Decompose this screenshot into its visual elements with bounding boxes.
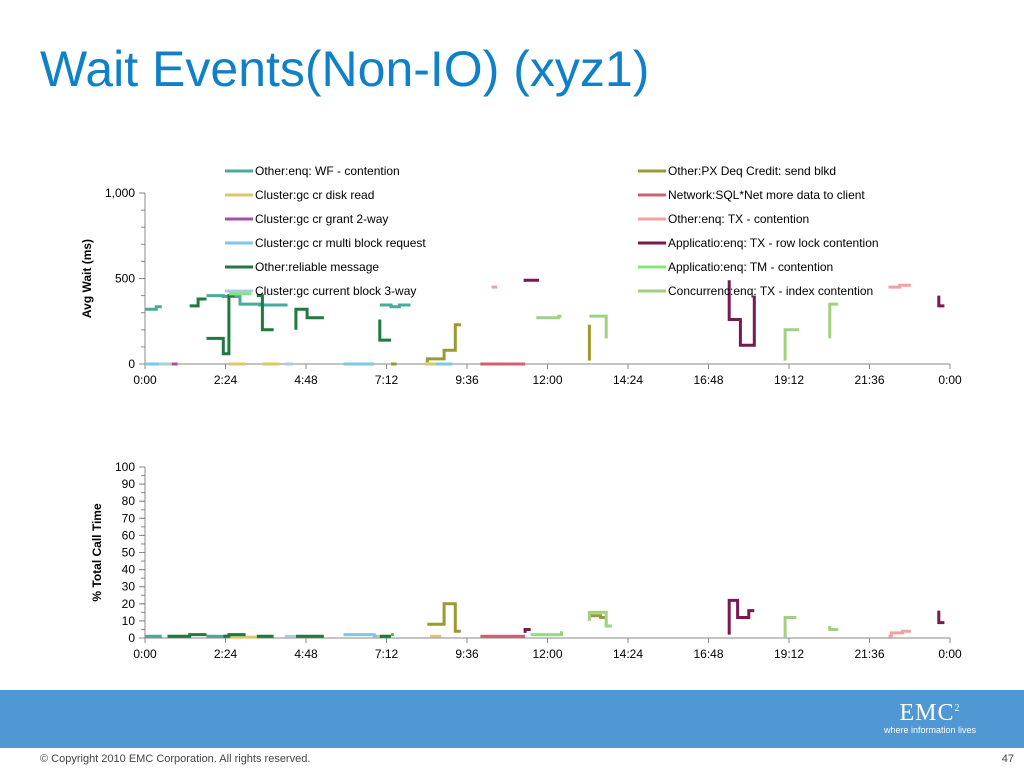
chart2-y-tick-label: 80 bbox=[122, 494, 136, 508]
chart1-legend-label: Other:PX Deq Credit: send blkd bbox=[668, 164, 836, 178]
chart2-series-line bbox=[937, 610, 945, 625]
chart1-series-line bbox=[294, 307, 324, 330]
chart1-legend-label: Cluster:gc cr disk read bbox=[255, 188, 374, 202]
chart2-y-tick-label: 30 bbox=[122, 580, 136, 594]
emc-wordmark: EMC2 bbox=[899, 700, 961, 726]
chart2-x-tick-label: 14:24 bbox=[613, 647, 643, 661]
chart1-x-tick-label: 4:48 bbox=[294, 373, 318, 387]
chart1-legend-label: Applicatio:enq: TM - contention bbox=[668, 260, 833, 274]
chart2-y-tick-label: 0 bbox=[128, 631, 135, 645]
chart1-x-tick-label: 2:24 bbox=[214, 373, 238, 387]
chart1-series-line bbox=[378, 319, 391, 342]
chart1-series-line bbox=[425, 323, 461, 363]
chart2-x-tick-label: 4:48 bbox=[294, 647, 318, 661]
chart2-series-line bbox=[223, 633, 246, 638]
chart1-legend-label: Concurrenc:enq: TX - index contention bbox=[668, 284, 873, 298]
chart1-x-tick-label: 0:00 bbox=[938, 373, 962, 387]
chart2-x-tick-label: 19:12 bbox=[774, 647, 804, 661]
chart2-y-tick-label: 60 bbox=[122, 528, 136, 542]
chart2-y-tick-label: 50 bbox=[122, 546, 136, 560]
chart2-series-line bbox=[783, 616, 797, 638]
chart1-x-tick-label: 7:12 bbox=[375, 373, 399, 387]
chart2-series-line bbox=[587, 610, 612, 628]
chart1-legend-label: Other:enq: WF - contention bbox=[255, 164, 400, 178]
chart2-y-tick-label: 10 bbox=[122, 614, 136, 628]
emc-logo: EMC2 where information lives bbox=[884, 700, 976, 735]
chart2-x-tick-label: 16:48 bbox=[693, 647, 723, 661]
emc-tagline: where information lives bbox=[883, 725, 976, 735]
chart1-series-line bbox=[888, 283, 911, 289]
chart1-series-line bbox=[828, 302, 839, 339]
chart1-legend-label: Cluster:gc current block 3-way bbox=[255, 284, 416, 298]
chart2-series-line bbox=[427, 602, 461, 633]
copyright-text: © Copyright 2010 EMC Corporation. All ri… bbox=[40, 753, 311, 765]
chart2-x-tick-label: 0:00 bbox=[133, 647, 157, 661]
chart1-series-line bbox=[536, 314, 562, 320]
chart1-series-line bbox=[206, 294, 235, 356]
chart1-series-line bbox=[189, 297, 207, 308]
chart1-series-line bbox=[589, 314, 608, 339]
chart2-series-line bbox=[589, 614, 607, 619]
chart2-y-tick-label: 40 bbox=[122, 563, 136, 577]
chart2-series-line bbox=[888, 629, 911, 638]
chart2-y-tick-label: 90 bbox=[122, 477, 136, 491]
chart1-legend-label: Network:SQL*Net more data to client bbox=[668, 188, 865, 202]
chart2-x-tick-label: 2:24 bbox=[214, 647, 238, 661]
chart1-legend-label: Applicatio:enq: TX - row lock contention bbox=[668, 236, 879, 250]
chart2-series-line bbox=[558, 631, 563, 637]
chart2-y-tick-label: 20 bbox=[122, 597, 136, 611]
chart1-series-line bbox=[523, 278, 540, 282]
chart1-series-line bbox=[379, 303, 411, 309]
chart2-y-tick-label: 70 bbox=[122, 511, 136, 525]
chart1-x-tick-label: 12:00 bbox=[532, 373, 562, 387]
chart1-x-tick-label: 16:48 bbox=[693, 373, 723, 387]
chart1-series-line bbox=[783, 328, 800, 361]
chart1-series-line bbox=[727, 280, 756, 347]
chart1-x-tick-label: 9:36 bbox=[455, 373, 479, 387]
chart2-y-tick-label: 100 bbox=[115, 460, 135, 474]
chart2-x-tick-label: 9:36 bbox=[455, 647, 479, 661]
chart1-legend-label: Other:reliable message bbox=[255, 260, 379, 274]
chart1-y-tick-label: 500 bbox=[115, 272, 135, 286]
chart2-x-tick-label: 21:36 bbox=[854, 647, 884, 661]
chart2-y-axis-label: % Total Call Time bbox=[90, 503, 104, 602]
chart1-y-tick-label: 0 bbox=[128, 357, 135, 371]
chart1-series-line bbox=[206, 294, 288, 307]
slide-title: Wait Events(Non-IO) (xyz1) bbox=[40, 41, 650, 97]
chart2-series-line bbox=[343, 633, 377, 638]
chart2-x-tick-label: 7:12 bbox=[375, 647, 399, 661]
chart2-series-line bbox=[523, 628, 531, 633]
chart2-x-tick-label: 12:00 bbox=[532, 647, 562, 661]
chart1-y-tick-label: 1,000 bbox=[105, 186, 135, 200]
chart1-x-tick-label: 21:36 bbox=[854, 373, 884, 387]
footer-band: EMC2 where information lives bbox=[0, 690, 1024, 748]
chart1-legend-label: Cluster:gc cr multi block request bbox=[255, 236, 426, 250]
chart1-legend-label: Cluster:gc cr grant 2-way bbox=[255, 212, 388, 226]
chart1-series-line bbox=[256, 294, 274, 332]
chart1-series-line bbox=[937, 295, 945, 308]
chart1-x-tick-label: 14:24 bbox=[613, 373, 643, 387]
chart1-y-axis-label: Avg Wait (ms) bbox=[80, 239, 94, 318]
chart1-series-line bbox=[145, 305, 162, 311]
chart1-x-tick-label: 0:00 bbox=[133, 373, 157, 387]
chart1-legend-label: Other:enq: TX - contention bbox=[668, 212, 809, 226]
chart2-series-line bbox=[167, 633, 207, 638]
page-number: 47 bbox=[1001, 753, 1014, 765]
chart1-x-tick-label: 19:12 bbox=[774, 373, 804, 387]
chart2-series-line bbox=[828, 626, 839, 631]
chart2-series-line bbox=[727, 598, 755, 635]
chart2-x-tick-label: 0:00 bbox=[938, 647, 962, 661]
